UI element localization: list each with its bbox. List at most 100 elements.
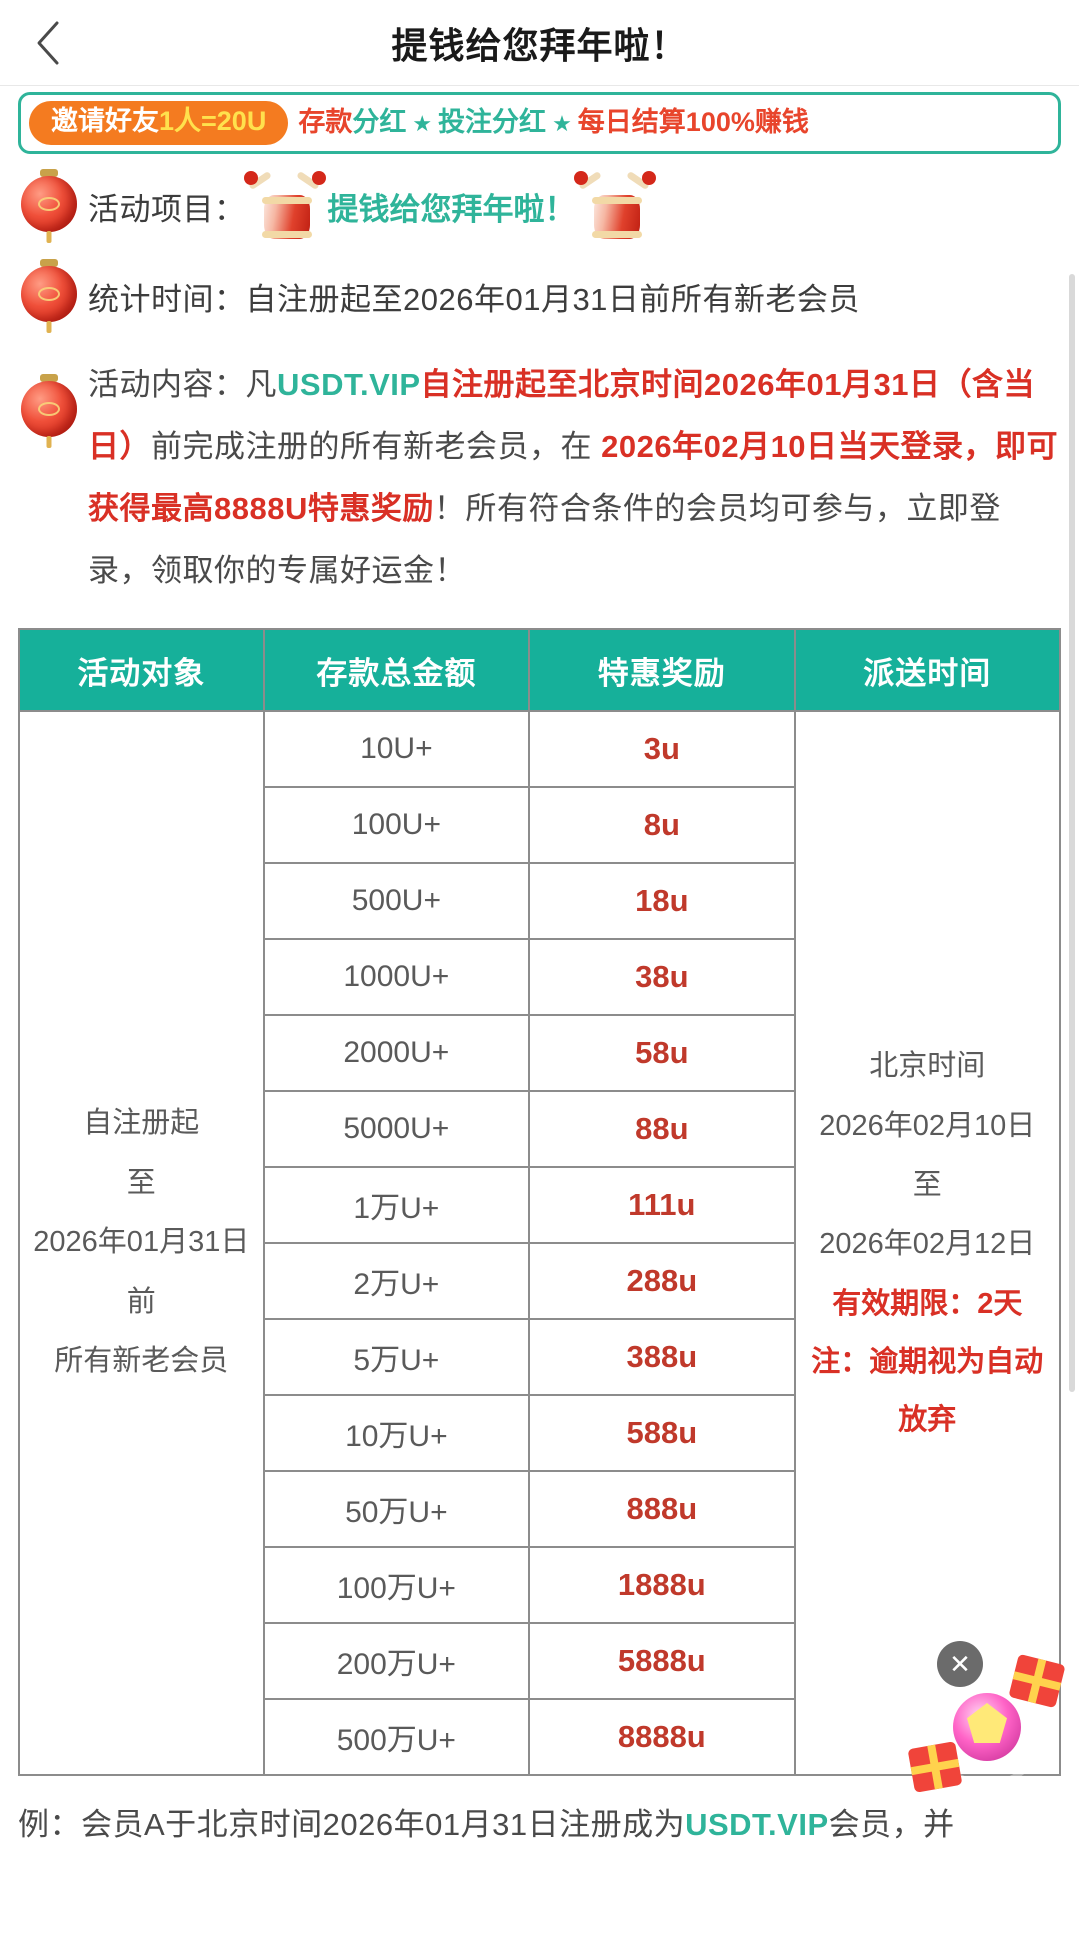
table-cell-reward: 38u: [528, 938, 796, 1016]
example-note-brand: USDT.VIP: [685, 1807, 829, 1842]
table-row: 100U+ 8u: [19, 786, 1060, 864]
content-red-2: （含当日）: [88, 367, 1035, 464]
table-cell-reward: 8u: [528, 786, 796, 864]
delivery-line: 北京时间: [869, 1050, 986, 1083]
lantern-icon: [18, 169, 80, 243]
table-cell-amount: 10万U+: [262, 1394, 531, 1472]
table-cell-amount: 5万U+: [262, 1318, 531, 1396]
content-plain-2: ！所有符合条件的会员均可参与，立即登录，领取你的专属好运金！: [88, 491, 1001, 588]
table-cell-reward: 3u: [528, 710, 796, 788]
example-note-suffix: 会员，并: [828, 1807, 955, 1842]
lantern-icon: [18, 374, 80, 448]
table-cell-reward: 58u: [528, 1014, 796, 1092]
activity-content-label: 活动内容：: [88, 367, 246, 402]
promo-pill-highlight: 1人=20U: [159, 106, 267, 137]
content-prefix-plain: 凡: [245, 367, 277, 402]
example-note-prefix: 例：会员A于北京时间2026年01月31日注册成为: [18, 1807, 686, 1842]
table-row: 200万U+ 5888u: [19, 1622, 1060, 1700]
table-row: 50万U+ 888u: [19, 1470, 1060, 1548]
table-header-row: 活动对象 存款总金额 特惠奖励 派送时间: [18, 628, 1062, 712]
content-red-3: 2026年02月10日当天登录，即可获得最高8888U特惠奖励: [88, 429, 1059, 526]
lantern-icon: [18, 259, 80, 333]
table-cell-amount: 500万U+: [262, 1698, 531, 1776]
table-cell-reward: 388u: [528, 1318, 796, 1396]
close-icon[interactable]: ✕: [937, 1641, 983, 1687]
invite-friend-pill: 邀请好友1人=20U: [29, 101, 289, 145]
table-cell-amount: 500U+: [262, 862, 531, 940]
wheel-icon[interactable]: [933, 1673, 1041, 1781]
table-row: 10万U+ 588u: [19, 1394, 1060, 1472]
table-cell-reward: 88u: [528, 1090, 796, 1168]
statistics-time-value: 自注册起至2026年01月31日前所有新老会员: [245, 281, 860, 317]
table-cell-reward: 8888u: [528, 1698, 796, 1776]
table-cell-amount: 5000U+: [262, 1090, 531, 1168]
table-row: 2万U+ 288u: [19, 1242, 1060, 1320]
gift-box-icon-left: [907, 1741, 963, 1793]
table-cell-reward: 1888u: [528, 1546, 796, 1624]
scrollbar-thumb[interactable]: [1069, 274, 1075, 1392]
table-row: 100万U+ 1888u: [19, 1546, 1060, 1624]
content-plain-1: 前完成注册的所有新老会员，在: [151, 429, 602, 464]
page-title: 提钱给您拜年啦！: [391, 24, 688, 66]
table-row: 1000U+ 38u: [19, 938, 1060, 1016]
table-cell-amount: 200万U+: [262, 1622, 531, 1700]
table-cell-amount: 2万U+: [262, 1242, 531, 1320]
back-button[interactable]: [20, 15, 76, 71]
promo-wheel-widget[interactable]: ✕: [907, 1641, 1066, 1793]
promo-seg-daily: 每日结算: [577, 107, 686, 138]
activity-content-row: 活动内容：凡USDT.VIP自注册起至北京时间2026年01月31日（含当日）前…: [18, 350, 1061, 602]
delivery-line: 2026年02月12日: [819, 1228, 1036, 1261]
activity-content-paragraph: 活动内容：凡USDT.VIP自注册起至北京时间2026年01月31日（含当日）前…: [88, 354, 1061, 602]
table-cell-reward: 111u: [528, 1166, 796, 1244]
table-header-reward: 特惠奖励: [528, 628, 796, 712]
table-cell-amount: 1万U+: [262, 1166, 531, 1244]
delivery-warning-line: 有效期限：2天: [832, 1287, 1023, 1320]
rewards-table-body: 自注册起至 2026年01月31日前所有新老会员 10U+ 3u 北京时间 2026年02…: [18, 710, 1062, 1776]
table-header-target: 活动对象: [18, 628, 265, 712]
table-cell-amount: 2000U+: [262, 1014, 531, 1092]
drum-icon-right: [573, 169, 656, 243]
table-cell-target: 自注册起至 2026年01月31日前所有新老会员: [18, 710, 265, 1776]
activity-project-value: 提钱给您拜年啦！: [327, 191, 576, 227]
table-row: 500万U+ 8888u: [19, 1698, 1060, 1776]
delivery-line: 2026年02月10日: [819, 1109, 1036, 1142]
rewards-table: 活动对象 存款总金额 特惠奖励 派送时间 自注册起至 2026年01月31日前所有…: [18, 628, 1062, 1776]
table-cell-amount: 10U+: [262, 710, 531, 788]
table-cell-reward: 288u: [528, 1242, 796, 1320]
promo-banner[interactable]: 邀请好友1人=20U 存款分红 ★ 投注分红 ★ 每日结算100%赚钱: [18, 92, 1061, 154]
brand-name-inline: USDT.VIP: [277, 367, 421, 402]
table-cell-reward: 5888u: [528, 1622, 796, 1700]
table-row: 500U+ 18u: [19, 862, 1060, 940]
promo-pill-prefix: 邀请好友: [51, 106, 159, 137]
target-line: 自注册起: [83, 1107, 200, 1140]
delivery-line: 至: [912, 1169, 942, 1201]
table-row: 1万U+ 111u: [19, 1166, 1060, 1244]
table-row: 自注册起至 2026年01月31日前所有新老会员 10U+ 3u 北京时间 2026年02…: [18, 710, 1062, 1776]
table-cell-amount: 1000U+: [262, 938, 531, 1016]
promo-banner-text: 存款分红 ★ 投注分红 ★ 每日结算100%赚钱: [298, 107, 809, 138]
drum-icon-left: [243, 169, 326, 243]
page-scroll-area[interactable]: 邀请好友1人=20U 存款分红 ★ 投注分红 ★ 每日结算100%赚钱 活动项目： 提钱…: [0, 86, 1079, 1939]
content-red-1: 自注册起至北京时间2026年01月31日: [420, 367, 941, 402]
target-line: 2026年01月31日前: [33, 1226, 250, 1318]
star-icon-1: ★: [412, 111, 433, 137]
statistics-time-row: 统计时间： 自注册起至2026年01月31日前所有新老会员: [18, 258, 1061, 334]
star-icon-2: ★: [552, 111, 572, 137]
promo-seg-dividend: 分红: [352, 107, 407, 138]
activity-project-row: 活动项目： 提钱给您拜年啦！: [18, 168, 1061, 244]
example-note: 例：会员A于北京时间2026年01月31日注册成为USDT.VIP会员，并: [18, 1798, 1061, 1852]
delivery-warning-line: 注：逾期视为自动放弃: [811, 1345, 1044, 1436]
activity-project-label: 活动项目：: [88, 191, 246, 227]
table-cell-reward: 588u: [528, 1394, 796, 1472]
promo-seg-earn: 100%赚钱: [685, 107, 809, 138]
table-cell-reward: 888u: [528, 1470, 796, 1548]
target-line: 所有新老会员: [54, 1345, 229, 1378]
chevron-left-icon: [35, 20, 61, 66]
table-cell-reward: 18u: [528, 862, 796, 940]
promo-seg-deposit: 存款: [298, 107, 353, 138]
target-line: 至: [126, 1166, 156, 1199]
statistics-time-label: 统计时间：: [88, 281, 246, 317]
table-cell-amount: 100U+: [262, 786, 531, 864]
table-header-amount: 存款总金额: [262, 628, 531, 712]
table-header-delivery: 派送时间: [793, 628, 1062, 712]
